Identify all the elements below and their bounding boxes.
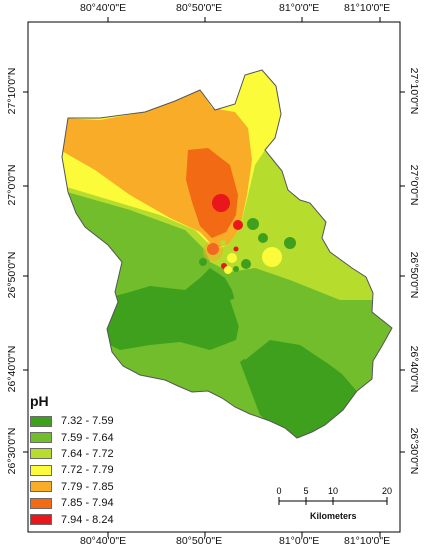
scale-tick-0: 0	[276, 486, 281, 496]
right-label-27-0: 27°0'0"N	[408, 164, 420, 206]
hotspot-red-small	[233, 246, 239, 252]
legend-item-6: 7.85 - 7.94	[30, 495, 114, 511]
bottom-label-80-40: 80°40'0"E	[80, 535, 127, 547]
hotspot-lime-1	[238, 236, 246, 244]
left-label-27-10: 27°10'0"N	[6, 67, 18, 115]
legend-item-2: 7.59 - 7.64	[30, 429, 114, 445]
legend-item-7: 7.94 - 8.24	[30, 511, 114, 527]
legend-title: pH	[30, 393, 49, 409]
legend-swatch-6	[30, 497, 52, 509]
top-label-81-0: 81°0'0"E	[279, 2, 320, 14]
legend-swatch-3	[30, 448, 52, 460]
legend-label-2: 7.59 - 7.64	[61, 431, 114, 444]
hotspot-yellow-south	[224, 266, 232, 274]
legend-label-5: 7.79 - 7.85	[61, 480, 114, 493]
zone-7.32-7.59-west	[100, 268, 240, 350]
legend-item-4: 7.72 - 7.79	[30, 462, 114, 478]
top-label-80-40: 80°40'0"E	[80, 2, 127, 14]
hotspot-yellow-center	[227, 253, 237, 263]
legend-label-7: 7.94 - 8.24	[61, 513, 114, 526]
hotspot-green-1	[247, 218, 259, 230]
hotspot-lime-3	[220, 240, 226, 246]
right-label-27-10: 27°10'0"N	[408, 67, 420, 115]
legend-swatch-1	[30, 415, 52, 427]
hotspot-orange	[203, 241, 223, 261]
hotspot-green-2	[258, 233, 268, 243]
legend-swatch-4	[30, 464, 52, 476]
legend-label-3: 7.64 - 7.72	[61, 447, 114, 460]
legend-swatch-5	[30, 481, 52, 493]
top-label-81-10: 81°10'0"E	[344, 2, 391, 14]
right-label-26-40: 26°40'0"N	[408, 345, 420, 393]
left-label-26-40: 26°40'0"N	[6, 345, 18, 393]
hotspot-lime-2	[256, 243, 264, 251]
tick-marks	[23, 17, 405, 537]
legend-item-3: 7.64 - 7.72	[30, 446, 114, 462]
legend-swatch-7	[30, 514, 52, 526]
hotspot-yellow-east	[262, 247, 282, 267]
top-label-80-50: 80°50'0"E	[176, 2, 223, 14]
bottom-label-80-50: 80°50'0"E	[176, 535, 223, 547]
district-boundary	[61, 69, 393, 439]
legend-label-6: 7.85 - 7.94	[61, 497, 114, 510]
scale-tick-10: 10	[328, 486, 338, 496]
bottom-label-81-0: 81°0'0"E	[279, 535, 320, 547]
scale-bar: 0 5 10 20	[276, 486, 392, 505]
hotspot-green-6	[233, 266, 239, 272]
legend: pH 7.32 - 7.59 7.59 - 7.64 7.64 - 7.72 7…	[30, 393, 114, 528]
legend-item-5: 7.79 - 7.85	[30, 479, 114, 495]
legend-swatch-2	[30, 432, 52, 444]
scale-tick-20: 20	[382, 486, 392, 496]
hotspot-green-5	[199, 258, 207, 266]
scale-tick-5: 5	[303, 486, 308, 496]
left-label-26-50: 26°50'0"N	[6, 251, 18, 299]
legend-label-4: 7.72 - 7.79	[61, 464, 114, 477]
zone-7.85-7.94	[186, 148, 238, 238]
legend-label-1: 7.32 - 7.59	[61, 415, 114, 428]
hotspot-red-north	[212, 194, 230, 212]
right-label-26-50: 26°50'0"N	[408, 251, 420, 299]
zone-7.59-7.64-south	[230, 290, 350, 380]
hotspot-green-3	[284, 237, 296, 249]
hotspot-red-east	[233, 220, 243, 230]
legend-item-1: 7.32 - 7.59	[30, 413, 114, 429]
scale-bar-units: Kilometers	[310, 511, 357, 521]
hotspot-green-4	[241, 259, 251, 269]
bottom-label-81-10: 81°10'0"E	[344, 535, 391, 547]
left-label-27-0: 27°0'0"N	[6, 164, 18, 206]
left-label-26-30: 26°30'0"N	[6, 427, 18, 475]
right-label-26-30: 26°30'0"N	[408, 427, 420, 475]
